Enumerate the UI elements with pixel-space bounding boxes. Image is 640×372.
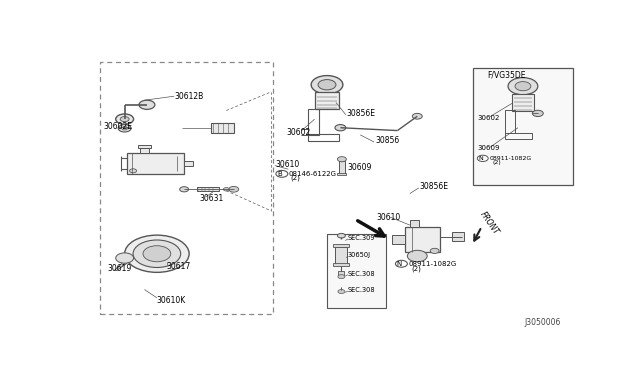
Text: (2): (2) <box>493 160 501 165</box>
Text: 30610: 30610 <box>275 160 299 169</box>
Text: 30617: 30617 <box>167 262 191 271</box>
Circle shape <box>120 116 129 122</box>
Text: (2): (2) <box>291 174 300 181</box>
Bar <box>138 145 152 148</box>
Bar <box>335 247 348 264</box>
Circle shape <box>318 80 336 90</box>
Circle shape <box>129 169 136 173</box>
Bar <box>211 122 234 133</box>
Bar <box>308 109 319 135</box>
Bar <box>474 68 573 185</box>
Text: 30602: 30602 <box>477 115 500 121</box>
Bar <box>512 94 534 110</box>
Text: SEC.308: SEC.308 <box>348 271 376 277</box>
Bar <box>339 161 345 173</box>
Text: SEC.308: SEC.308 <box>348 287 376 293</box>
Text: N: N <box>397 261 402 267</box>
Bar <box>333 244 349 247</box>
Text: 08911-1082G: 08911-1082G <box>489 156 531 161</box>
Bar <box>196 187 219 191</box>
Text: 30856E: 30856E <box>420 182 449 191</box>
Text: N: N <box>478 156 483 161</box>
Circle shape <box>335 125 346 131</box>
Text: 30602E: 30602E <box>104 122 133 131</box>
Circle shape <box>180 187 189 192</box>
Circle shape <box>311 76 343 94</box>
Circle shape <box>223 187 229 191</box>
Text: 30619: 30619 <box>108 264 132 273</box>
Text: 30610K: 30610K <box>157 296 186 305</box>
Circle shape <box>338 275 345 279</box>
Text: 30856: 30856 <box>375 136 399 145</box>
Text: FRONT: FRONT <box>478 211 500 237</box>
Bar <box>127 153 184 174</box>
Text: 30612B: 30612B <box>175 92 204 101</box>
Text: SEC.309: SEC.309 <box>348 235 375 241</box>
Bar <box>410 220 419 227</box>
Circle shape <box>143 246 171 262</box>
Circle shape <box>338 289 345 294</box>
Circle shape <box>116 114 134 124</box>
Bar <box>337 173 346 175</box>
Bar <box>100 62 273 314</box>
Bar <box>333 263 349 266</box>
Circle shape <box>408 250 428 262</box>
Circle shape <box>515 81 531 91</box>
Text: 30631: 30631 <box>199 194 223 203</box>
Bar <box>339 271 344 275</box>
Bar <box>505 133 532 139</box>
Bar <box>184 161 193 166</box>
Circle shape <box>508 78 538 95</box>
Bar <box>392 235 405 244</box>
Text: 30856E: 30856E <box>347 109 376 118</box>
Circle shape <box>412 113 422 119</box>
Text: J3050006: J3050006 <box>525 318 561 327</box>
Bar <box>452 232 465 241</box>
Bar <box>505 110 515 134</box>
Circle shape <box>337 157 346 162</box>
Bar <box>315 93 339 109</box>
Text: 08146-6122G: 08146-6122G <box>289 171 337 177</box>
Circle shape <box>118 125 131 132</box>
Circle shape <box>133 240 180 267</box>
Text: (2): (2) <box>412 265 421 272</box>
Text: 30602: 30602 <box>287 128 311 137</box>
Circle shape <box>430 248 439 253</box>
Bar <box>140 148 149 153</box>
Circle shape <box>125 235 189 272</box>
Text: 30610: 30610 <box>376 214 401 222</box>
Text: F/VG35DE: F/VG35DE <box>488 70 526 79</box>
Bar <box>326 234 386 308</box>
Text: 08911-1082G: 08911-1082G <box>408 261 456 267</box>
Circle shape <box>337 233 346 238</box>
Circle shape <box>122 126 127 130</box>
Bar <box>308 134 339 141</box>
Text: B: B <box>278 171 282 177</box>
Text: 30650J: 30650J <box>348 252 371 258</box>
Circle shape <box>532 110 543 116</box>
Circle shape <box>139 100 155 109</box>
Circle shape <box>228 186 239 192</box>
Circle shape <box>116 253 134 263</box>
Text: 30609: 30609 <box>348 163 372 172</box>
Text: 30609: 30609 <box>477 145 500 151</box>
Bar <box>405 227 440 252</box>
